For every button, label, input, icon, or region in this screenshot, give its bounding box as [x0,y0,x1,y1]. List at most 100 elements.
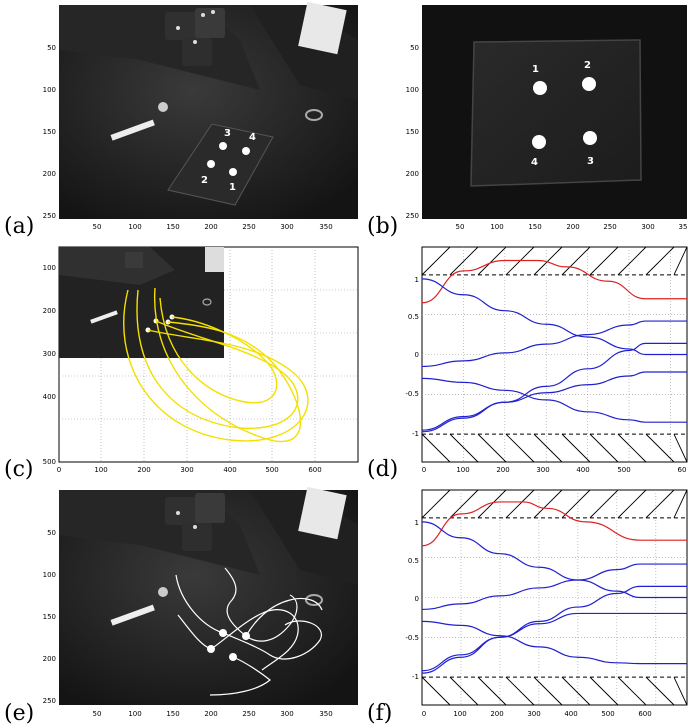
point-label-4: 4 [249,132,256,143]
hatch-line [645,676,675,706]
series-line-4 [421,371,687,431]
point-label-1: 1 [229,182,236,193]
hatch-line [589,489,619,519]
xtick: 200 [204,710,217,718]
ytick: 200 [406,170,419,178]
series-line-4 [421,612,687,672]
xtick: 0 [57,466,61,474]
hatch-line [617,246,647,276]
hatch-line [533,489,563,519]
hatch-line [421,676,451,706]
xtick: 350 [319,710,332,718]
hatch-line [421,489,451,519]
series-line-5 [421,342,687,433]
series-line-5 [421,585,687,674]
series-line-0 [421,259,687,304]
panel-label-b: (b) [367,214,398,239]
xtick: 200 [137,466,150,474]
xtick: 300 [280,710,293,718]
xtick: 300 [280,223,293,231]
xtick: 500 [617,466,630,474]
board [470,39,642,187]
hatch-line [477,489,507,519]
panel-label-f: (f) [367,701,392,726]
lines-f [421,501,687,674]
target-dot-1 [533,81,547,95]
hatch-line [645,433,675,463]
panel-b: 1 2 3 4 50 100 150 200 250 50 100 150 20… [367,5,687,239]
hatch-line [477,433,507,463]
xtick: 150 [166,223,179,231]
hatch-line [421,246,451,276]
ytick: 150 [43,128,56,136]
xtick: 150 [166,710,179,718]
panel-label-e: (e) [4,701,34,726]
xtick: 600 [638,710,651,718]
point-label-4: 4 [531,157,538,168]
panel-label-a: (a) [4,214,34,239]
target-dot-4 [242,147,250,155]
panel-e: 50 100 150 200 250 50 100 150 200 250 30… [4,486,358,726]
hatch-line [505,489,535,519]
hatch-line [449,433,479,463]
ytick: 1 [415,519,419,527]
xtick: 350 [319,223,332,231]
xtick: 300 [641,223,654,231]
ytick: 200 [43,170,56,178]
ytick: 100 [43,86,56,94]
hatch-line [645,246,675,276]
hatch-line [533,433,563,463]
target-dot-4 [532,135,546,149]
hatch-line [589,246,619,276]
series-line-2 [421,320,687,368]
xtick: 250 [603,223,616,231]
grid-c [59,247,358,462]
yellow-trajectories [123,287,309,443]
panel-c: 100 200 300 400 500 0 100 200 300 400 50… [4,246,359,482]
panel-d: 1 0.5 0 -0.5 -1 0 100 200 300 400 500 60… [367,246,688,482]
hatch-line [617,489,647,519]
ytick: 150 [43,613,56,621]
xtick: 200 [490,710,503,718]
ytick: 200 [43,307,56,315]
hatch-line [673,489,688,519]
xtick: 400 [576,466,589,474]
xtick: 250 [242,223,255,231]
hatch-line [505,676,535,706]
series-line-0 [421,501,687,547]
hatch-line [673,676,688,706]
hatch-line [645,489,675,519]
series-line-1 [421,278,687,356]
target-dot-2 [207,160,215,168]
series-line-1 [421,521,687,599]
xtick: 100 [456,466,469,474]
point-label-3: 3 [224,128,231,139]
hatch-d [421,246,688,463]
hatch-line [589,433,619,463]
xtick: 200 [204,223,217,231]
xtick: 0 [422,466,426,474]
hatch-line [477,246,507,276]
ytick: 0.5 [408,313,419,321]
ytick: 50 [47,529,56,537]
point-label-3: 3 [587,156,594,167]
hatch-line [505,433,535,463]
panel-label-c: (c) [4,457,34,482]
target-dot-2 [582,77,596,91]
panel-label-d: (d) [367,457,398,482]
xtick: 50 [93,223,102,231]
ytick: 100 [406,86,419,94]
ytick: 250 [43,212,56,220]
xtick: 300 [180,466,193,474]
white-trajectories [175,567,323,696]
xtick: 0 [422,710,426,718]
ytick: -1 [412,673,419,681]
series-line-2 [421,563,687,611]
ytick: -0.5 [405,390,419,398]
xtick: 500 [265,466,278,474]
ytick: 50 [410,44,419,52]
ytick: 300 [43,350,56,358]
ytick: 0 [415,351,419,359]
hatch-line [617,676,647,706]
ytick: 100 [43,571,56,579]
